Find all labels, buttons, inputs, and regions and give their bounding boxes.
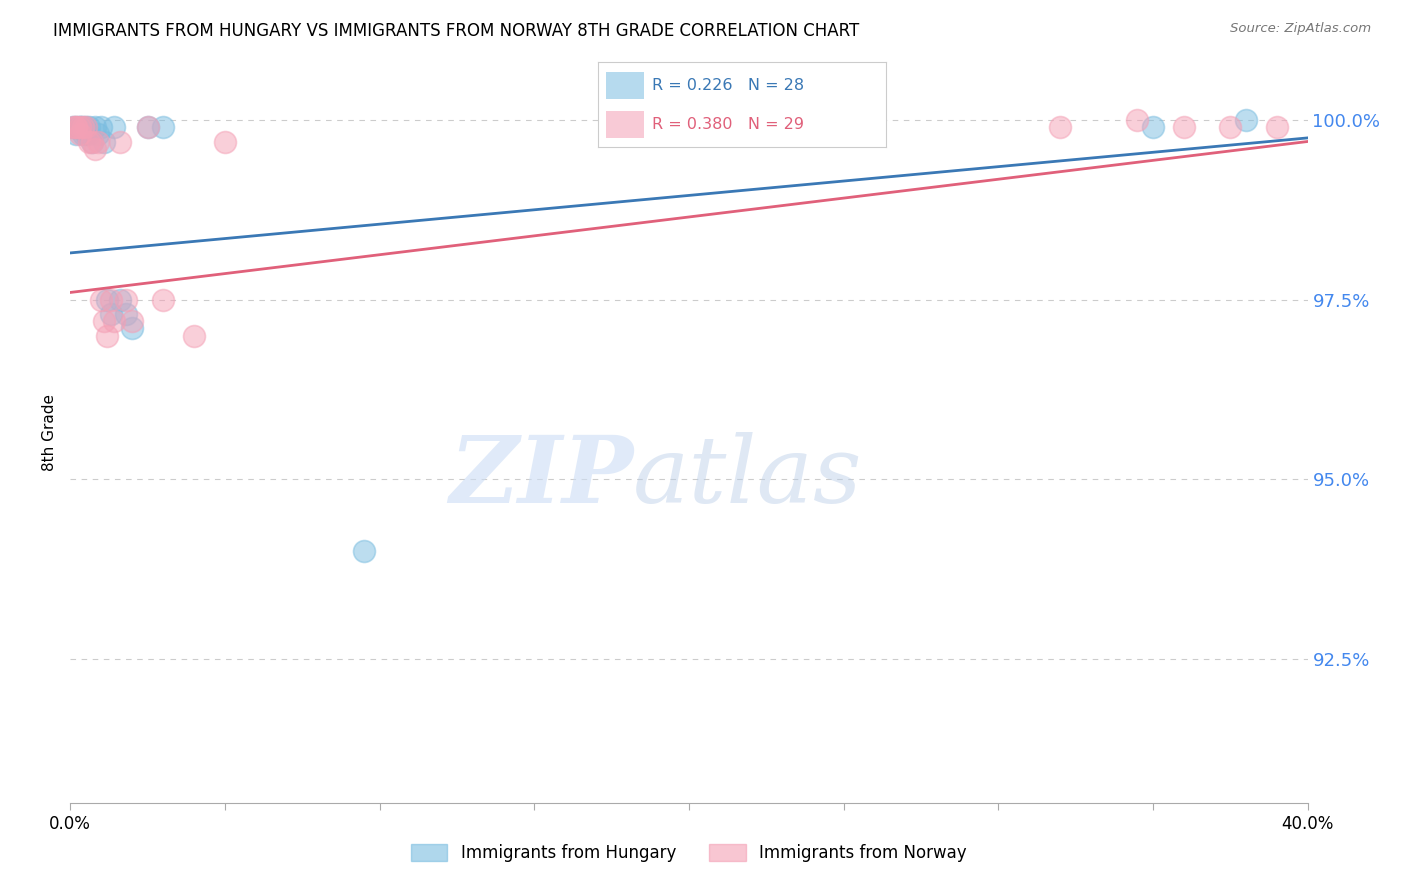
Point <box>69 120 91 135</box>
Point <box>100 307 122 321</box>
Point <box>72 120 94 135</box>
Point <box>115 307 138 321</box>
Point <box>75 128 97 142</box>
Point <box>100 293 122 307</box>
Point <box>69 120 91 135</box>
Point <box>87 128 110 142</box>
Text: ZIP: ZIP <box>449 432 633 522</box>
Point <box>77 128 100 142</box>
Point <box>1265 120 1288 135</box>
Bar <box>606 71 644 99</box>
Point <box>647 120 669 135</box>
Point <box>108 293 131 307</box>
Point <box>93 314 115 328</box>
Point <box>96 328 118 343</box>
Point <box>69 120 91 135</box>
Point <box>1142 120 1164 135</box>
Point <box>69 128 91 142</box>
Point <box>353 544 375 558</box>
Point <box>65 128 87 142</box>
Point <box>65 120 87 135</box>
Point <box>183 328 205 343</box>
Point <box>121 314 143 328</box>
Point <box>84 120 107 135</box>
Point <box>72 120 94 135</box>
Bar <box>606 111 644 138</box>
Point <box>87 135 110 149</box>
Text: atlas: atlas <box>633 432 863 522</box>
Point <box>96 293 118 307</box>
Point <box>80 135 103 149</box>
Point <box>1126 112 1149 127</box>
Point <box>80 135 103 149</box>
Point <box>77 135 100 149</box>
Point <box>103 314 125 328</box>
Point <box>62 120 84 135</box>
Point <box>62 120 84 135</box>
Text: R = 0.380   N = 29: R = 0.380 N = 29 <box>652 117 804 132</box>
Point <box>152 120 174 135</box>
Point <box>75 120 97 135</box>
Point <box>1173 120 1195 135</box>
Point <box>152 293 174 307</box>
Point <box>90 120 112 135</box>
Point <box>214 135 236 149</box>
Text: Source: ZipAtlas.com: Source: ZipAtlas.com <box>1230 22 1371 36</box>
Point <box>108 135 131 149</box>
Point <box>75 120 97 135</box>
Point <box>1049 120 1071 135</box>
Text: R = 0.226   N = 28: R = 0.226 N = 28 <box>652 78 804 93</box>
Point <box>72 128 94 142</box>
Legend: Immigrants from Hungary, Immigrants from Norway: Immigrants from Hungary, Immigrants from… <box>404 837 974 869</box>
Point <box>90 293 112 307</box>
Point <box>77 120 100 135</box>
Point <box>1219 120 1241 135</box>
Point <box>678 120 700 135</box>
Point <box>115 293 138 307</box>
Point <box>65 120 87 135</box>
Point <box>136 120 159 135</box>
Point <box>84 142 107 156</box>
Point <box>121 321 143 335</box>
Y-axis label: 8th Grade: 8th Grade <box>42 394 58 471</box>
Point <box>136 120 159 135</box>
Point <box>93 135 115 149</box>
Text: IMMIGRANTS FROM HUNGARY VS IMMIGRANTS FROM NORWAY 8TH GRADE CORRELATION CHART: IMMIGRANTS FROM HUNGARY VS IMMIGRANTS FR… <box>53 22 859 40</box>
Point <box>103 120 125 135</box>
Point <box>1234 112 1257 127</box>
Point <box>65 120 87 135</box>
